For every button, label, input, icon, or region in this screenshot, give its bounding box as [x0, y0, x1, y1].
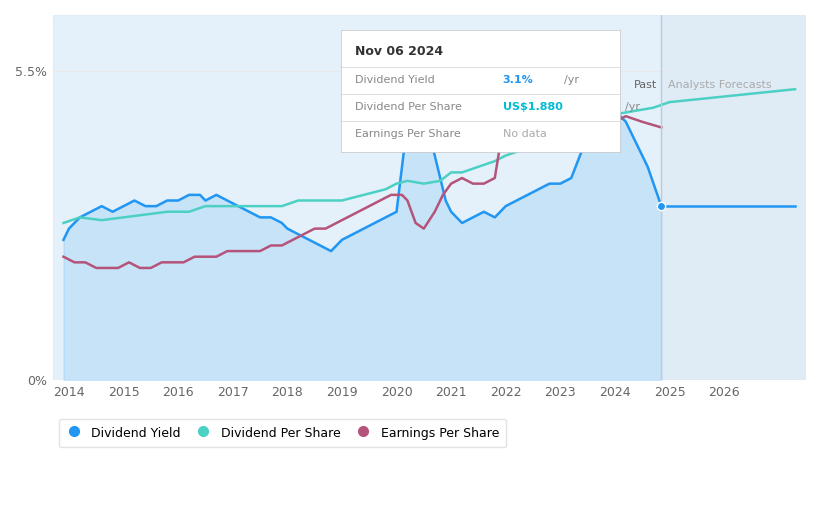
Text: Dividend Yield: Dividend Yield — [355, 76, 434, 85]
Text: No data: No data — [502, 129, 547, 139]
Legend: Dividend Yield, Dividend Per Share, Earnings Per Share: Dividend Yield, Dividend Per Share, Earn… — [59, 419, 507, 447]
Text: Past: Past — [634, 80, 657, 89]
Text: Nov 06 2024: Nov 06 2024 — [355, 45, 443, 58]
Bar — [662, 15, 806, 380]
Bar — [53, 15, 806, 380]
Text: Earnings Per Share: Earnings Per Share — [355, 129, 461, 139]
Text: /yr: /yr — [626, 102, 640, 112]
Text: Dividend Per Share: Dividend Per Share — [355, 102, 461, 112]
Text: /yr: /yr — [564, 76, 579, 85]
Text: US$1.880: US$1.880 — [502, 102, 562, 112]
Text: Analysts Forecasts: Analysts Forecasts — [667, 80, 772, 89]
Text: 3.1%: 3.1% — [502, 76, 534, 85]
